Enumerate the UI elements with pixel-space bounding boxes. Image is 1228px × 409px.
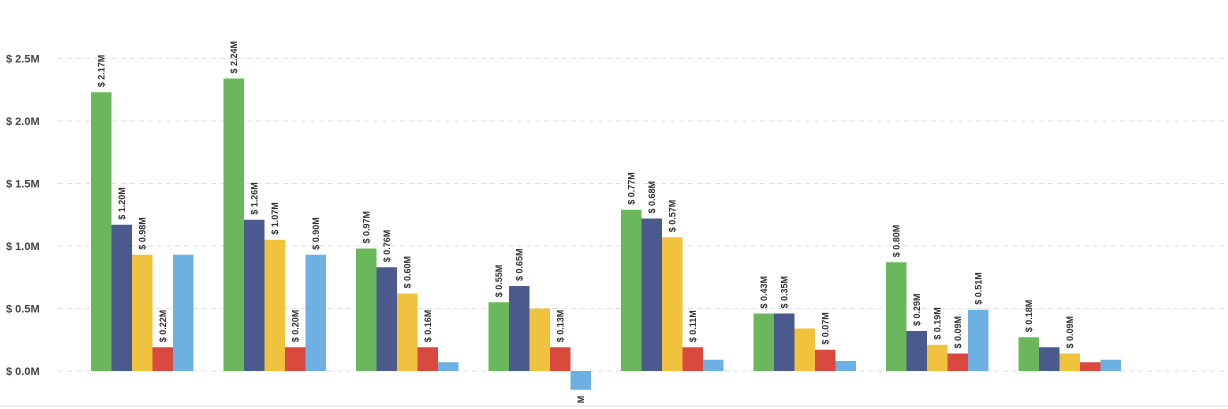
bar: [703, 359, 724, 371]
bar: [488, 302, 509, 371]
y-tick-label: $ 0.0M: [6, 366, 40, 378]
bar: [906, 331, 927, 371]
bar: [111, 224, 132, 371]
data-label: $ 0.43M: [759, 276, 769, 309]
bar: [305, 254, 326, 371]
data-label: $ 0.77M: [626, 172, 636, 205]
bar: [244, 219, 265, 371]
bar: [397, 293, 418, 371]
data-label: $ 0.11M: [688, 310, 698, 342]
data-label: $ 0.18M: [1024, 300, 1034, 333]
bar: [927, 344, 948, 371]
data-label: $ 0.65M: [514, 248, 524, 281]
data-label: $ 0.51M: [973, 272, 983, 305]
data-label: $ 1.07M: [270, 202, 280, 235]
bars-layer: [91, 78, 1121, 390]
data-label: $ 0.68M: [647, 181, 657, 214]
bar: [753, 313, 774, 371]
data-label: $ 0.60M: [402, 256, 412, 289]
data-label: $ 1.20M: [117, 187, 127, 220]
bar: [968, 309, 989, 371]
data-label: $ 2.24M: [229, 41, 239, 74]
y-tick-label: $ 1.0M: [6, 241, 40, 253]
bar: [438, 362, 459, 371]
bar: [356, 248, 377, 371]
bar: [509, 286, 530, 371]
data-label: $ 0.57M: [667, 200, 677, 233]
bar: [815, 349, 836, 371]
bar: [550, 347, 571, 371]
bar: [682, 347, 703, 371]
data-label: $ 0.20M: [290, 310, 300, 343]
bar: [173, 254, 194, 371]
data-label: $ 0.07M: [820, 312, 830, 345]
data-label: $ 0.90M: [311, 217, 321, 250]
data-label: $ 0.09M: [1065, 316, 1075, 349]
data-label: $ 0.29M: [912, 293, 922, 326]
bar: [621, 209, 642, 371]
data-label: $ 0.76M: [382, 230, 392, 263]
data-label: $ 0.22M: [158, 310, 168, 343]
data-label: $ 0.55M: [494, 265, 504, 298]
data-label: $ 0.98M: [137, 217, 147, 250]
data-label: $ 1.26M: [249, 182, 259, 215]
bar: [947, 353, 968, 371]
bar: [570, 371, 591, 390]
data-label: $ 0.13M: [555, 310, 565, 343]
data-label: $ 0.16M: [423, 310, 433, 343]
bar: [91, 92, 112, 371]
bar: [1039, 347, 1060, 371]
bar: [1080, 362, 1101, 371]
data-label: $ 0.09M: [953, 316, 963, 349]
data-label: $ 0.19M: [932, 307, 942, 340]
y-tick-label: $ 2.0M: [6, 116, 40, 128]
y-tick-label: $ 0.5M: [6, 304, 40, 316]
data-label: $ 2.17M: [96, 55, 106, 88]
bar: [285, 347, 306, 371]
data-labels-layer: $ 2.17M $ 2.24M $ 0.97M $ 0.55M $ 0.77M $ 0.4…: [96, 41, 1075, 403]
bar: [417, 347, 438, 371]
bar: [529, 308, 550, 371]
bar: [835, 361, 856, 371]
bar: [794, 328, 815, 371]
data-label: $ 0.80M: [891, 225, 901, 258]
bar: [1018, 337, 1039, 371]
bar: [264, 239, 285, 371]
bar: [132, 254, 153, 371]
bar: [886, 262, 907, 371]
bar: [1100, 359, 1121, 371]
bar: [152, 347, 173, 371]
bar: [376, 267, 397, 371]
y-tick-label: $ 2.5M: [6, 54, 40, 66]
bar: [223, 78, 244, 371]
data-label: $ 0.35M: [779, 276, 789, 309]
y-tick-label: $ 1.5M: [6, 179, 40, 191]
bar: [774, 313, 795, 371]
data-label: M: [576, 396, 586, 404]
bar: [1059, 353, 1080, 371]
y-axis: $ 0.0M $ 0.5M $ 1.0M $ 1.5M $ 2.0M $ 2.5M: [0, 54, 1228, 407]
bar: [662, 237, 683, 371]
bar: [641, 218, 662, 371]
data-label: $ 0.97M: [361, 211, 371, 244]
